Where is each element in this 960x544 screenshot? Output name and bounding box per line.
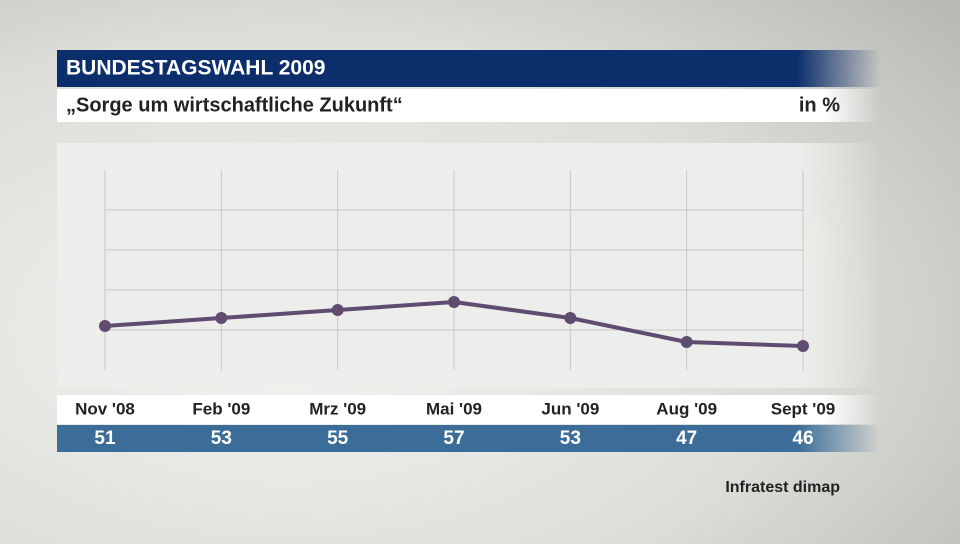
- point: [680, 336, 693, 348]
- x-tick-label: Mrz '09: [309, 399, 366, 418]
- point: [99, 320, 111, 332]
- x-tick-label: Mai '09: [426, 399, 482, 418]
- x-tick-label: Aug '09: [656, 399, 717, 418]
- point: [331, 304, 344, 316]
- value-label: 55: [327, 428, 349, 449]
- x-tick-label: Feb '09: [192, 399, 250, 418]
- point: [448, 296, 460, 308]
- value-label: 46: [792, 428, 813, 449]
- subtitle-bar: [57, 89, 880, 122]
- point: [215, 312, 228, 324]
- point: [797, 340, 809, 352]
- chart-title: BUNDESTAGSWAHL 2009: [66, 57, 325, 80]
- value-label: 47: [676, 428, 697, 449]
- source: Infratest dimap: [725, 479, 840, 496]
- category-bar: [57, 395, 880, 424]
- x-tick-label: Sept '09: [771, 399, 836, 418]
- unit-label: in %: [799, 94, 840, 116]
- value-label: 53: [560, 428, 581, 449]
- value-label: 53: [211, 428, 232, 449]
- value-label: 51: [94, 428, 116, 449]
- x-tick-label: Jun '09: [541, 399, 599, 418]
- x-tick-label: Nov '08: [75, 399, 135, 418]
- point: [564, 312, 577, 324]
- value-label: 57: [443, 428, 464, 449]
- title-bar: [57, 50, 880, 87]
- plot-panel: [57, 143, 880, 388]
- value-bar: [57, 425, 880, 452]
- subtitle: „Sorge um wirtschaftliche Zukunft“: [66, 94, 403, 116]
